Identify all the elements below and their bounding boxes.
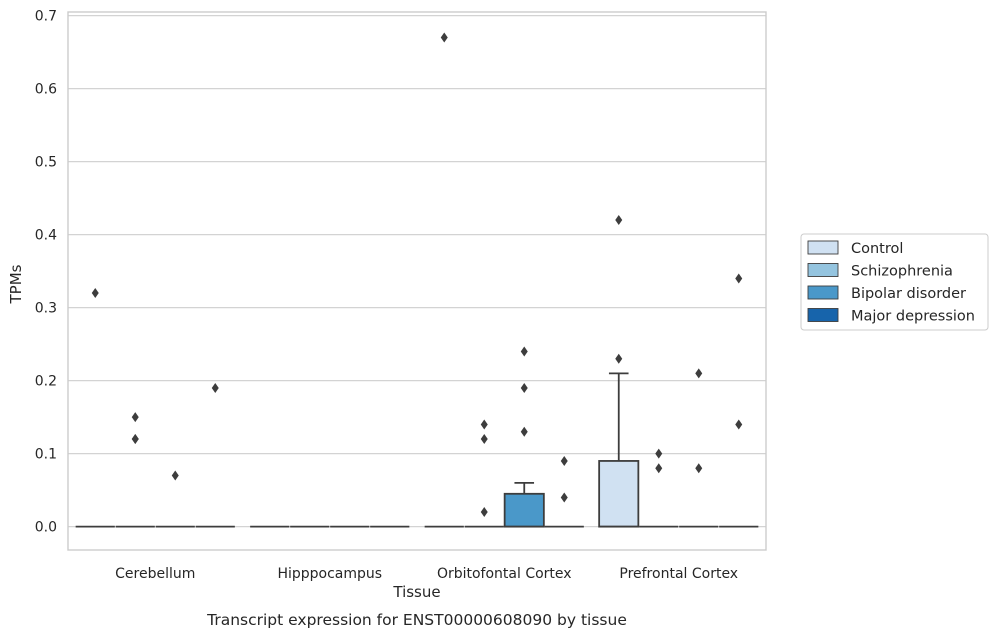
outlier-point	[520, 346, 528, 357]
legend-label: Major depression	[851, 309, 975, 325]
outlier-point	[91, 288, 99, 299]
x-axis-label: Tissue	[392, 583, 440, 601]
outlier-markers	[91, 32, 743, 518]
y-tick-label: 0.1	[35, 447, 57, 463]
outlier-point	[615, 353, 623, 364]
chart-caption: Transcript expression for ENST0000060809…	[206, 611, 627, 629]
outlier-point	[655, 448, 663, 459]
y-tick-labels: 0.0 0.1 0.2 0.3 0.4 0.5 0.6 0.7	[35, 9, 57, 536]
legend: Control Schizophrenia Bipolar disorder Majo…	[800, 233, 989, 331]
outlier-point	[735, 419, 743, 430]
outlier-point	[655, 463, 663, 474]
y-tick-label: 0.2	[35, 374, 57, 390]
outlier-point	[615, 215, 623, 226]
grid-lines	[68, 15, 766, 528]
box	[503, 492, 545, 528]
x-tick-label: Hipppocampus	[277, 566, 382, 582]
x-tick-label: Prefrontal Cortex	[619, 566, 738, 582]
legend-swatch	[807, 240, 839, 255]
outlier-point	[560, 455, 568, 466]
legend-label: Schizophrenia	[851, 264, 953, 280]
outlier-point	[480, 507, 488, 518]
y-tick-label: 0.0	[35, 520, 57, 536]
legend-swatch	[807, 263, 839, 277]
outlier-point	[480, 419, 488, 430]
plot-frame	[67, 11, 767, 551]
outlier-point	[520, 382, 528, 393]
outlier-point	[440, 32, 448, 43]
outlier-point	[171, 470, 179, 481]
legend-label: Control	[851, 241, 903, 257]
y-tick-label: 0.7	[35, 9, 57, 25]
outlier-point	[131, 412, 139, 423]
outlier-point	[131, 434, 139, 445]
box	[598, 460, 640, 528]
legend-label: Bipolar disorder	[851, 286, 966, 302]
x-tick-labels: Cerebellum Hipppocampus Orbitofontal Corte…	[115, 566, 738, 582]
outlier-point	[480, 434, 488, 445]
legend-swatch	[807, 285, 839, 300]
x-tick-label: Orbitofontal Cortex	[437, 566, 572, 582]
y-tick-label: 0.4	[35, 228, 57, 244]
y-tick-label: 0.5	[35, 155, 57, 171]
legend-swatch	[807, 308, 839, 322]
box-plot-marks	[75, 372, 759, 528]
outlier-point	[735, 273, 743, 284]
y-tick-label: 0.3	[35, 301, 57, 317]
x-tick-label: Cerebellum	[115, 566, 195, 582]
legend-frame	[800, 233, 989, 331]
y-tick-label: 0.6	[35, 82, 57, 98]
y-axis-label: TPMs	[7, 264, 25, 304]
outlier-point	[520, 426, 528, 437]
outlier-point	[560, 492, 568, 503]
outlier-point	[211, 382, 219, 393]
outlier-point	[695, 368, 703, 379]
outlier-point	[695, 463, 703, 474]
